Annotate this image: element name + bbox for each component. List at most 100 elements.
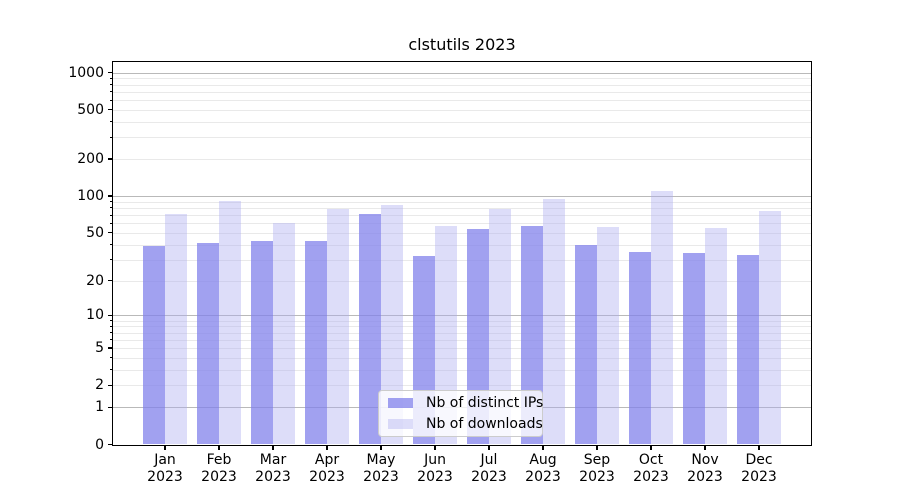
y-minor-tick-700	[109, 91, 113, 93]
x-tick-nov	[704, 445, 706, 451]
y-minor-tick-3	[109, 369, 113, 371]
legend-label-distinct-ips: Nb of distinct IPs	[426, 395, 544, 411]
x-tick-label-apr: Apr 2023	[309, 452, 345, 485]
bar-distinct-ips-oct	[629, 251, 651, 445]
legend-item-downloads: Nb of downloads	[388, 416, 543, 432]
bar-distinct-ips-mar	[251, 240, 273, 445]
gridline-minor-6	[113, 339, 811, 341]
bar-downloads-sep	[597, 226, 619, 445]
y-tick-5	[107, 347, 113, 349]
x-tick-feb	[218, 445, 220, 451]
gridline-minor-4	[113, 357, 811, 359]
gridline-minor-200	[113, 159, 811, 161]
gridline-minor-60	[113, 223, 811, 225]
legend-label-downloads: Nb of downloads	[426, 416, 543, 432]
y-minor-tick-40	[109, 244, 113, 246]
y-tick-label-20: 20	[86, 272, 104, 289]
bar-distinct-ips-aug	[521, 225, 543, 445]
y-tick-2	[107, 384, 113, 386]
bar-downloads-aug	[543, 199, 565, 445]
y-minor-tick-800	[109, 84, 113, 86]
gridline-minor-7	[113, 332, 811, 334]
gridline-major-1000	[113, 72, 811, 74]
y-minor-tick-7	[109, 332, 113, 334]
y-minor-tick-60	[109, 222, 113, 224]
gridline-minor-70	[113, 215, 811, 217]
y-tick-label-10: 10	[86, 307, 104, 324]
bar-downloads-feb	[219, 200, 241, 445]
y-tick-label-50: 50	[86, 224, 104, 241]
x-tick-label-feb: Feb 2023	[201, 452, 237, 485]
bar-distinct-ips-nov	[683, 253, 705, 445]
gridline-minor-800	[113, 84, 811, 86]
bar-downloads-mar	[273, 223, 295, 445]
y-minor-tick-30	[109, 259, 113, 261]
x-tick-label-nov: Nov 2023	[687, 452, 723, 485]
y-minor-tick-90	[109, 201, 113, 203]
y-tick-500	[107, 109, 113, 111]
gridline-minor-80	[113, 207, 811, 209]
gridline-major-100	[113, 196, 811, 198]
x-tick-apr	[326, 445, 328, 451]
y-minor-tick-80	[109, 207, 113, 209]
y-tick-label-0: 0	[95, 436, 104, 453]
y-tick-50	[107, 232, 113, 234]
x-tick-label-aug: Aug 2023	[525, 452, 561, 485]
x-tick-sep	[596, 445, 598, 451]
y-tick-10	[107, 314, 113, 317]
y-minor-tick-8	[109, 325, 113, 327]
bar-downloads-dec	[759, 211, 781, 445]
y-tick-label-1000: 1000	[68, 64, 104, 81]
y-tick-200	[107, 158, 113, 160]
gridline-minor-5	[113, 348, 811, 350]
x-tick-label-sep: Sep 2023	[579, 452, 615, 485]
legend-swatch-distinct-ips	[388, 398, 413, 408]
bar-distinct-ips-sep	[575, 244, 597, 445]
gridline-minor-500	[113, 109, 811, 111]
gridline-minor-9	[113, 320, 811, 322]
x-tick-label-jun: Jun 2023	[417, 452, 453, 485]
y-tick-1000	[107, 72, 113, 74]
legend: Nb of distinct IPs Nb of downloads	[378, 390, 543, 437]
x-tick-jul	[488, 445, 490, 451]
gridline-minor-20	[113, 280, 811, 282]
gridline-minor-3	[113, 369, 811, 371]
y-tick-20	[107, 280, 113, 282]
bar-distinct-ips-feb	[197, 243, 219, 445]
gridline-major-10	[113, 315, 811, 317]
y-tick-1	[107, 406, 113, 408]
y-tick-label-100: 100	[77, 188, 104, 205]
x-tick-label-dec: Dec 2023	[741, 452, 777, 485]
x-tick-label-oct: Oct 2023	[633, 452, 669, 485]
y-minor-tick-600	[109, 99, 113, 101]
bar-distinct-ips-apr	[305, 240, 327, 445]
chart-title: clstutils 2023	[408, 35, 516, 54]
legend-item-distinct-ips: Nb of distinct IPs	[388, 395, 544, 411]
y-tick-0	[107, 443, 113, 446]
x-tick-oct	[650, 445, 652, 451]
gridline-minor-40	[113, 244, 811, 246]
x-tick-may	[380, 445, 382, 451]
x-tick-label-jan: Jan 2023	[147, 452, 183, 485]
y-tick-label-1: 1	[95, 399, 104, 416]
x-tick-dec	[758, 445, 760, 451]
gridline-minor-300	[113, 137, 811, 139]
x-tick-label-may: May 2023	[363, 452, 399, 485]
gridline-minor-900	[113, 78, 811, 80]
y-tick-label-500: 500	[77, 101, 104, 118]
gridline-minor-30	[113, 259, 811, 261]
y-minor-tick-300	[109, 136, 113, 138]
bar-distinct-ips-may	[359, 214, 381, 445]
y-minor-tick-6	[109, 339, 113, 341]
bar-downloads-nov	[705, 227, 727, 445]
bar-distinct-ips-dec	[737, 254, 759, 445]
plot-area	[112, 61, 812, 446]
gridline-minor-400	[113, 121, 811, 123]
x-tick-jun	[434, 445, 436, 451]
y-minor-tick-9	[109, 320, 113, 322]
bar-distinct-ips-jan	[143, 245, 165, 445]
y-minor-tick-400	[109, 121, 113, 123]
y-tick-label-5: 5	[95, 340, 104, 357]
x-tick-label-jul: Jul 2023	[471, 452, 507, 485]
